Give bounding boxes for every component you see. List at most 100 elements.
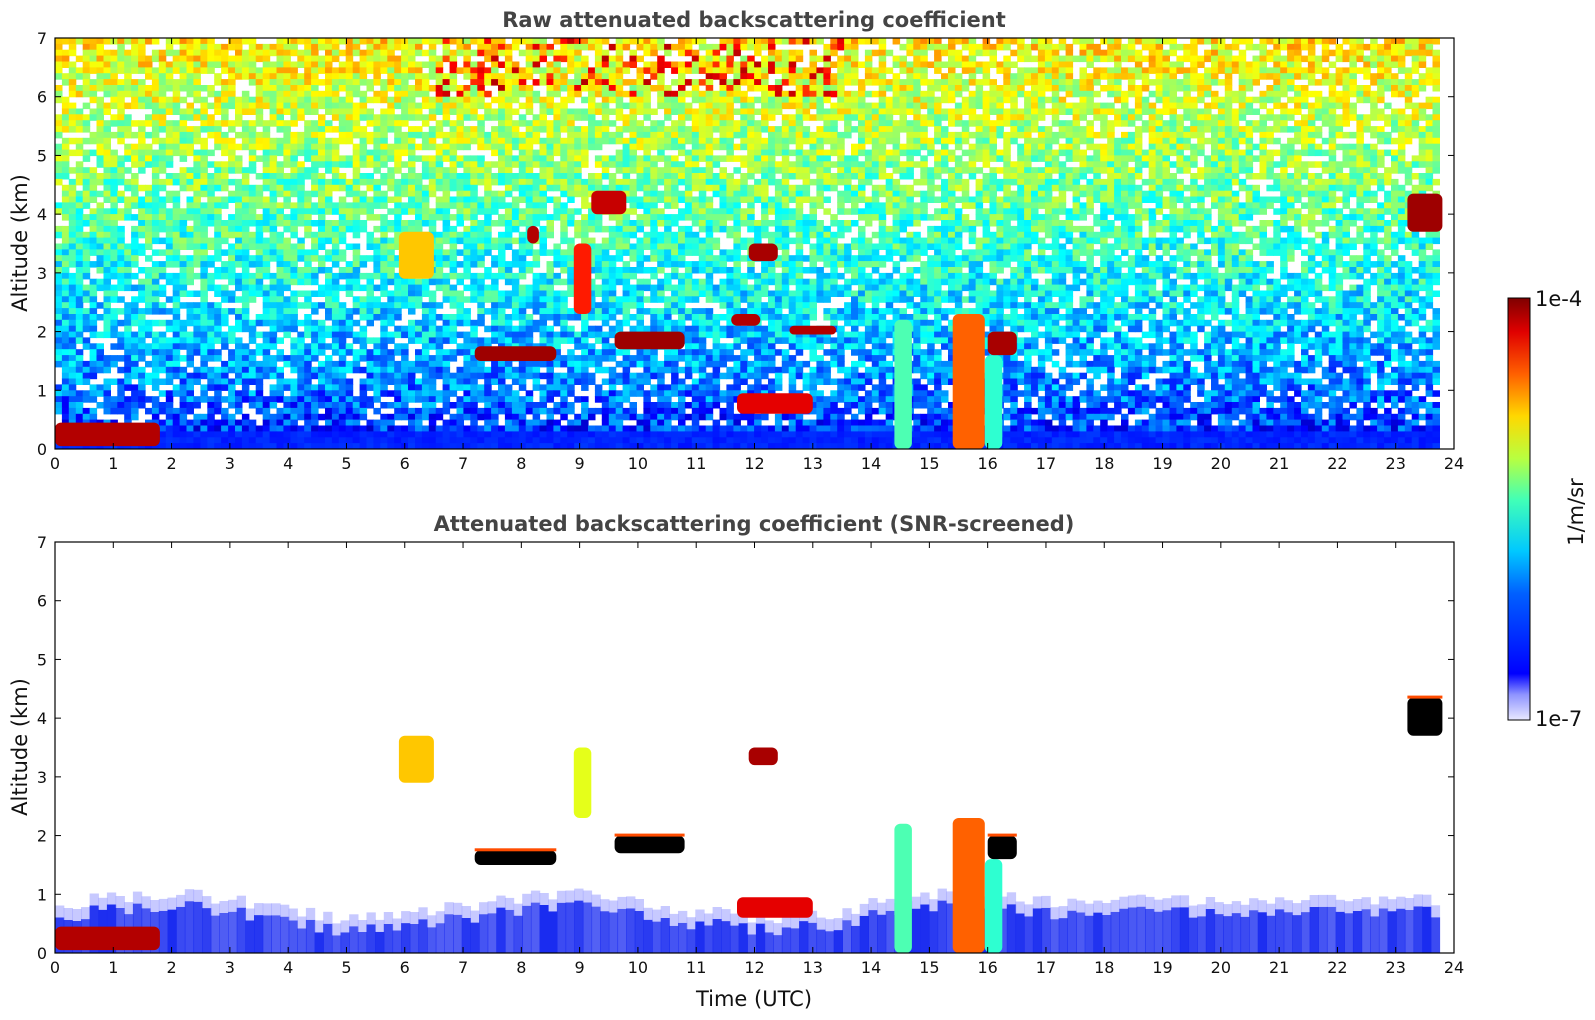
noise-cell <box>747 202 755 209</box>
noise-cell <box>1079 49 1087 57</box>
noise-cell <box>768 178 776 186</box>
noise-cell <box>892 126 901 133</box>
noise-cell <box>961 196 970 203</box>
noise-cell <box>283 96 291 104</box>
noise-cell <box>96 143 104 151</box>
noise-cell <box>754 137 762 145</box>
noise-cell <box>1072 184 1081 192</box>
noise-cell <box>366 49 374 57</box>
noise-cell <box>1287 208 1295 215</box>
noise-cell <box>1121 114 1129 121</box>
noise-cell <box>1287 43 1295 51</box>
noise-cell <box>1245 73 1254 80</box>
noise-cell <box>318 143 326 151</box>
noise-cell <box>110 161 118 168</box>
noise-cell <box>110 155 118 162</box>
noise-cell <box>304 90 312 98</box>
noise-cell <box>1384 49 1392 57</box>
noise-cell <box>1418 43 1427 51</box>
noise-cell <box>477 90 485 98</box>
noise-cell <box>1155 184 1164 192</box>
noise-cell <box>1031 85 1039 92</box>
noise-cell <box>1176 96 1184 104</box>
noise-cell <box>1377 202 1385 209</box>
noise-cell <box>678 190 686 198</box>
noise-cell <box>117 131 125 139</box>
noise-cell <box>601 102 610 110</box>
noise-cell <box>1301 202 1309 209</box>
noise-cell <box>297 90 305 98</box>
noise-cell <box>1328 108 1337 115</box>
noise-cell <box>1349 79 1357 86</box>
noise-cell <box>484 167 492 174</box>
noise-cell <box>151 161 160 168</box>
noise-cell <box>927 167 935 174</box>
noise-cell <box>691 131 700 139</box>
noise-cell <box>338 178 347 186</box>
noise-cell <box>1321 102 1330 110</box>
noise-cell <box>456 102 464 110</box>
noise-cell <box>1238 167 1247 174</box>
noise-cell <box>1245 126 1254 133</box>
noise-cell <box>1024 73 1032 80</box>
noise-cell <box>262 61 271 68</box>
noise-cell <box>581 214 589 221</box>
noise-cell <box>1425 73 1434 80</box>
noise-cell <box>241 167 250 174</box>
noise-cell <box>844 114 852 121</box>
noise-cell <box>567 143 575 151</box>
noise-cell <box>518 178 527 186</box>
noise-cell <box>747 114 755 121</box>
noise-cell <box>809 131 817 139</box>
noise-cell <box>352 173 361 180</box>
noise-cell <box>1204 120 1212 127</box>
noise-cell <box>774 49 783 57</box>
noise-cell <box>1411 126 1420 133</box>
noise-cell <box>816 90 824 98</box>
noise-cell <box>1010 202 1018 209</box>
noise-cell <box>698 43 707 51</box>
noise-cell <box>276 149 284 157</box>
noise-cell <box>1072 90 1081 98</box>
noise-cell <box>878 67 887 74</box>
noise-cell <box>1349 61 1357 68</box>
noise-cell <box>954 108 963 115</box>
noise-cell <box>207 208 215 215</box>
noise-cell <box>352 43 361 51</box>
noise-cell <box>1335 184 1344 192</box>
noise-cell <box>131 61 139 68</box>
noise-cell <box>671 102 679 110</box>
noise-cell <box>740 61 748 68</box>
noise-cell <box>1107 90 1115 98</box>
noise-cell <box>1287 196 1295 203</box>
noise-cell <box>1010 131 1018 139</box>
noise-cell <box>712 61 721 68</box>
noise-cell <box>636 43 644 51</box>
noise-cell <box>539 96 547 104</box>
noise-cell <box>193 49 201 57</box>
noise-cell <box>733 73 741 80</box>
noise-cell <box>878 61 887 68</box>
noise-cell <box>975 43 984 51</box>
noise-cell <box>387 61 395 68</box>
noise-cell <box>920 126 928 133</box>
noise-cell <box>518 102 527 110</box>
noise-cell <box>1065 55 1074 63</box>
noise-cell <box>678 96 686 104</box>
noise-cell <box>96 190 104 198</box>
noise-cell <box>622 161 631 168</box>
noise-cell <box>608 184 617 192</box>
noise-cell <box>643 143 651 151</box>
noise-cell <box>954 178 963 186</box>
noise-cell <box>1204 173 1212 180</box>
noise-cell <box>871 67 880 74</box>
noise-cell <box>927 149 935 157</box>
noise-cell <box>214 184 222 192</box>
noise-cell <box>650 85 658 92</box>
noise-cell <box>553 126 561 133</box>
noise-cell <box>352 131 361 139</box>
noise-cell <box>726 208 734 215</box>
noise-cell <box>283 196 291 203</box>
noise-cell <box>276 173 284 180</box>
noise-cell <box>705 143 714 151</box>
